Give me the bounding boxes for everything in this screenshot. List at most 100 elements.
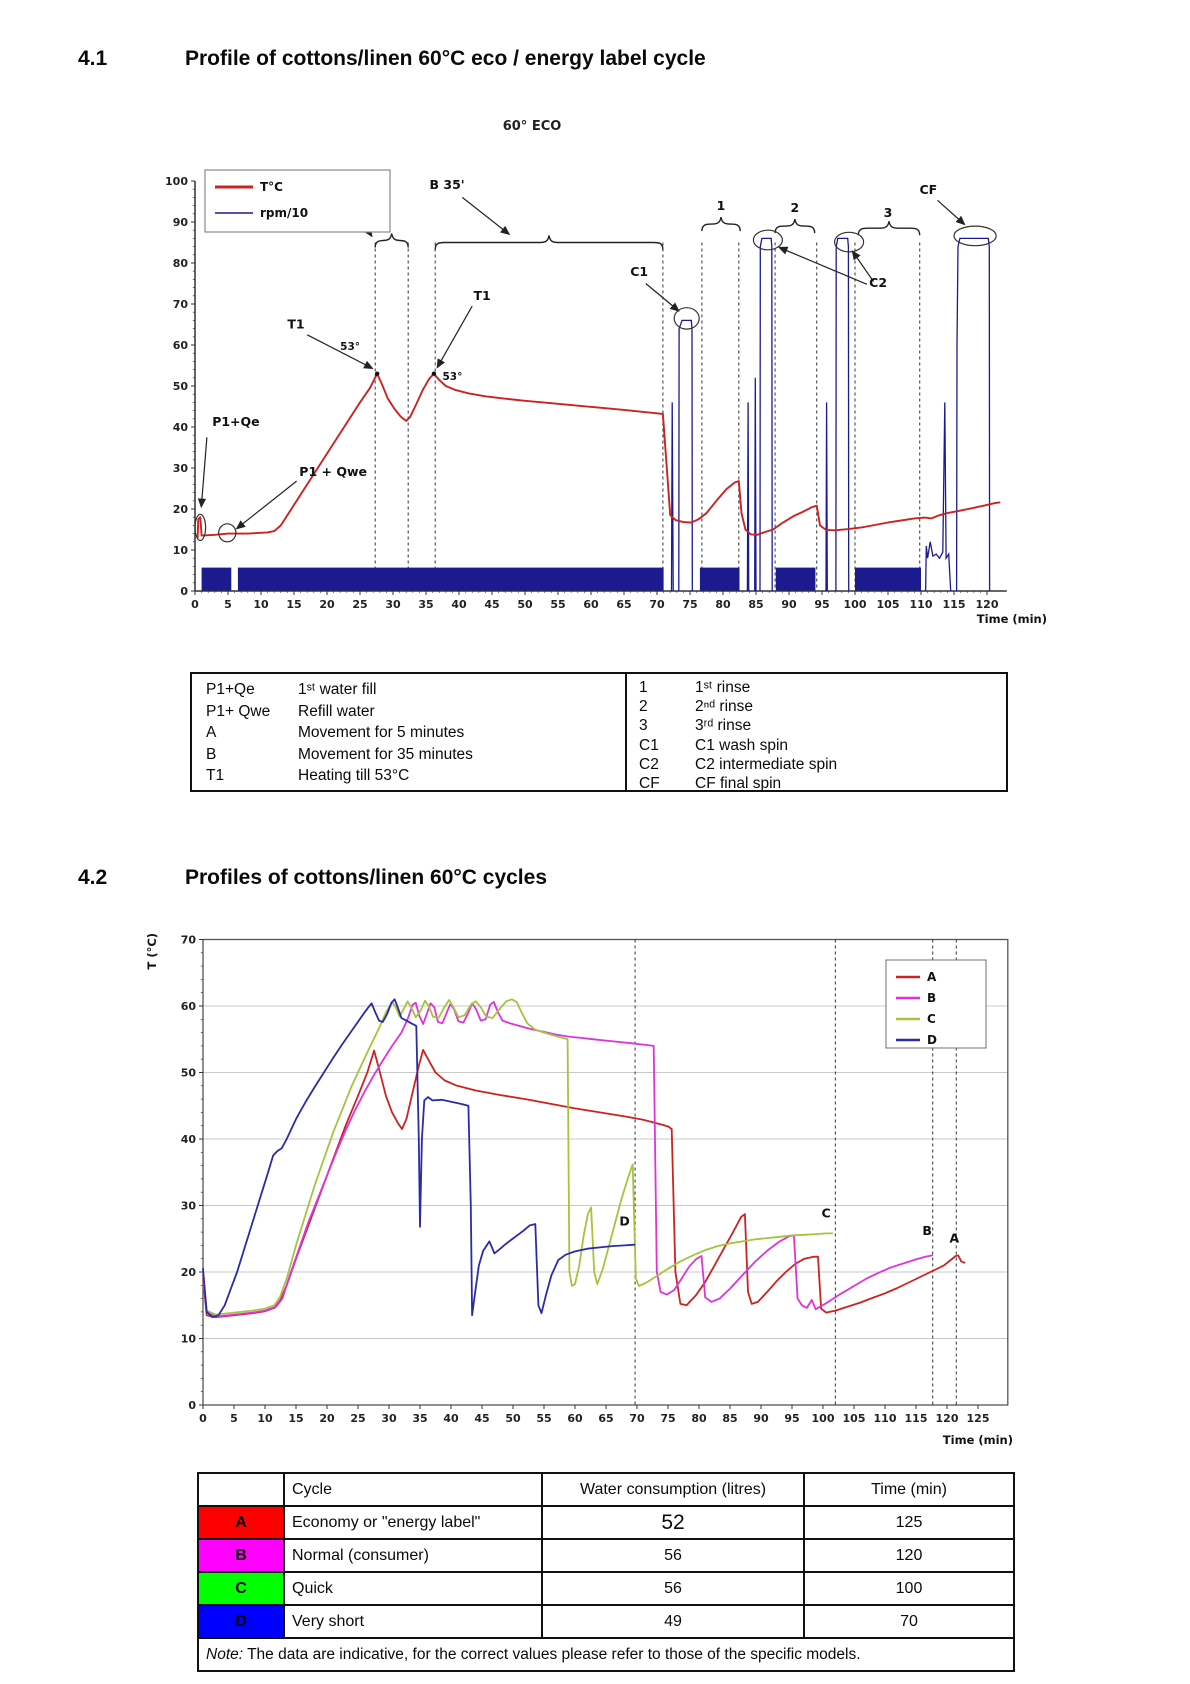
legend-label: rpm/10 bbox=[260, 206, 308, 220]
spin-marker-ellipse bbox=[752, 229, 784, 251]
cycles-comparison-chart: 0 10 20 30 40 50 60 70 0 5 10 15 20 25 30 35 40 45 50 55 60 6… bbox=[145, 933, 1013, 1447]
legend-row-right-5: CF CF final spin bbox=[639, 775, 1006, 794]
y-tick-label: 20 bbox=[173, 503, 189, 516]
x-tick-label: 80 bbox=[691, 1412, 707, 1425]
annotation-label: C2 bbox=[869, 275, 887, 290]
chart-title: 60° ECO bbox=[503, 119, 562, 134]
x-tick-label: 20 bbox=[319, 598, 335, 611]
series-line-A bbox=[202, 1048, 966, 1319]
y-tick-label: 0 bbox=[188, 1399, 196, 1412]
series-line-T°C bbox=[196, 372, 1001, 539]
legend-term: 3 bbox=[639, 717, 648, 735]
legend-row-right-2: 3 3ʳᵈ rinse bbox=[639, 717, 1006, 736]
x-tick-label: 25 bbox=[350, 1412, 365, 1425]
x-tick-label: 105 bbox=[843, 1412, 866, 1425]
x-tick-label: 20 bbox=[319, 1412, 335, 1425]
x-tick-label: 85 bbox=[722, 1412, 737, 1425]
water-consumption-value: 56 bbox=[541, 1571, 805, 1606]
x-tick-label: 80 bbox=[715, 598, 731, 611]
cycles-table-note-row: Note: The data are indicative, for the c… bbox=[197, 1637, 1015, 1672]
x-tick-label: 40 bbox=[443, 1412, 459, 1425]
rpm-spin-spike bbox=[835, 237, 850, 592]
x-tick-label: 95 bbox=[814, 598, 829, 611]
section-4-2-number: 4.2 bbox=[78, 866, 108, 889]
rpm-spin-spike bbox=[924, 402, 952, 592]
y-tick-label: 70 bbox=[181, 934, 197, 947]
data-point-dot bbox=[375, 371, 380, 376]
phase-legend-left-column: P1+Qe 1ˢᵗ water fill P1+ Qwe Refill water A M… bbox=[192, 674, 625, 790]
annotation-arrow bbox=[777, 246, 868, 285]
y-tick-label: 50 bbox=[181, 1067, 197, 1080]
y-tick-label: 30 bbox=[181, 1200, 197, 1213]
legend-box bbox=[885, 959, 987, 1049]
legend-label: T°C bbox=[260, 180, 283, 194]
phase-legend-right-column: 1 1ˢᵗ rinse 2 2ⁿᵈ rinse 3 3ʳᵈ rinse C1 C1 wash … bbox=[625, 674, 1006, 792]
x-tick-label: 70 bbox=[629, 1412, 645, 1425]
x-tick-label: 75 bbox=[660, 1412, 675, 1425]
x-tick-label: 120 bbox=[976, 598, 999, 611]
phase-brace bbox=[434, 235, 664, 250]
series-line-D bbox=[202, 998, 636, 1319]
rpm-tumble-band bbox=[699, 567, 740, 591]
eco-cycle-chart: 0 10 20 30 40 50 60 70 80 90 100 0 5 10 15 20 25 30 35 40 45… bbox=[165, 119, 1047, 626]
cycle-name: Very short bbox=[283, 1604, 543, 1639]
y-tick-label: 60 bbox=[173, 339, 189, 352]
y-tick-label: 90 bbox=[173, 216, 189, 229]
x-tick-label: 115 bbox=[905, 1412, 928, 1425]
legend-label: D bbox=[927, 1033, 937, 1047]
x-tick-label: 50 bbox=[505, 1412, 521, 1425]
spin-marker-ellipse bbox=[673, 307, 700, 330]
section-4-2-heading: 4.2 bbox=[78, 866, 107, 890]
cycles-table: Cycle Water consumption (litres) Time (min… bbox=[197, 1472, 1015, 1672]
y-tick-label: 60 bbox=[181, 1000, 197, 1013]
section-4-1-title: Profile of cottons/linen 60°C eco / ener… bbox=[185, 47, 706, 70]
y-tick-label: 40 bbox=[181, 1133, 197, 1146]
annotation-label: T1 bbox=[473, 288, 490, 303]
x-tick-label: 60 bbox=[583, 598, 599, 611]
x-tick-label: 15 bbox=[286, 598, 301, 611]
rpm-spin-spike bbox=[678, 319, 693, 592]
x-tick-label: 40 bbox=[451, 598, 467, 611]
legend-row-left-4: T1 Heating till 53°C bbox=[206, 767, 625, 789]
annotation-label: 53° bbox=[443, 371, 463, 383]
annotation-label: A bbox=[950, 1231, 960, 1246]
note-label: Note: bbox=[206, 1645, 244, 1663]
x-tick-label: 55 bbox=[536, 1412, 551, 1425]
legend-description: Movement for 35 minutes bbox=[298, 745, 473, 763]
time-value: 120 bbox=[803, 1538, 1015, 1573]
cycle-name: Quick bbox=[283, 1571, 543, 1606]
legend-row-left-0: P1+Qe 1ˢᵗ water fill bbox=[206, 681, 625, 703]
x-tick-label: 15 bbox=[288, 1412, 303, 1425]
legend-label: A bbox=[927, 970, 937, 984]
legend-row-right-1: 2 2ⁿᵈ rinse bbox=[639, 698, 1006, 717]
legend-term: P1+ Qwe bbox=[206, 702, 271, 720]
annotation-label: 2 bbox=[791, 200, 800, 215]
cycle-name: Economy or "energy label" bbox=[283, 1505, 543, 1540]
header-time: Time (min) bbox=[803, 1472, 1015, 1507]
x-tick-label: 120 bbox=[936, 1412, 959, 1425]
header-cycle: Cycle bbox=[283, 1472, 543, 1507]
y-axis-title: T (°C) bbox=[145, 933, 159, 970]
legend-term: A bbox=[206, 724, 217, 741]
header-water: Water consumption (litres) bbox=[541, 1472, 805, 1507]
legend-description: CF final spin bbox=[695, 774, 782, 792]
note-cell: Note: The data are indicative, for the c… bbox=[197, 1637, 1015, 1672]
legend-row-left-3: B Movement for 35 minutes bbox=[206, 746, 625, 768]
phase-brace bbox=[701, 216, 741, 232]
annotation-arrow bbox=[306, 334, 374, 369]
legend-term: CF bbox=[639, 774, 660, 792]
x-tick-label: 90 bbox=[753, 1412, 769, 1425]
section-4-1-number: 4.1 bbox=[78, 47, 108, 70]
x-tick-label: 25 bbox=[352, 598, 367, 611]
water-consumption-value: 52 bbox=[541, 1505, 805, 1540]
y-tick-label: 10 bbox=[181, 1333, 197, 1346]
annotation-label: B 35' bbox=[430, 177, 465, 192]
x-tick-label: 65 bbox=[598, 1412, 613, 1425]
cycle-key-swatch: B bbox=[197, 1538, 285, 1573]
x-tick-label: 115 bbox=[943, 598, 966, 611]
legend-row-right-3: C1 C1 wash spin bbox=[639, 737, 1006, 756]
legend-term: 2 bbox=[639, 698, 648, 716]
cycle-key-swatch: D bbox=[197, 1604, 285, 1639]
legend-row-left-1: P1+ Qwe Refill water bbox=[206, 703, 625, 725]
legend-description: Refill water bbox=[298, 702, 375, 720]
